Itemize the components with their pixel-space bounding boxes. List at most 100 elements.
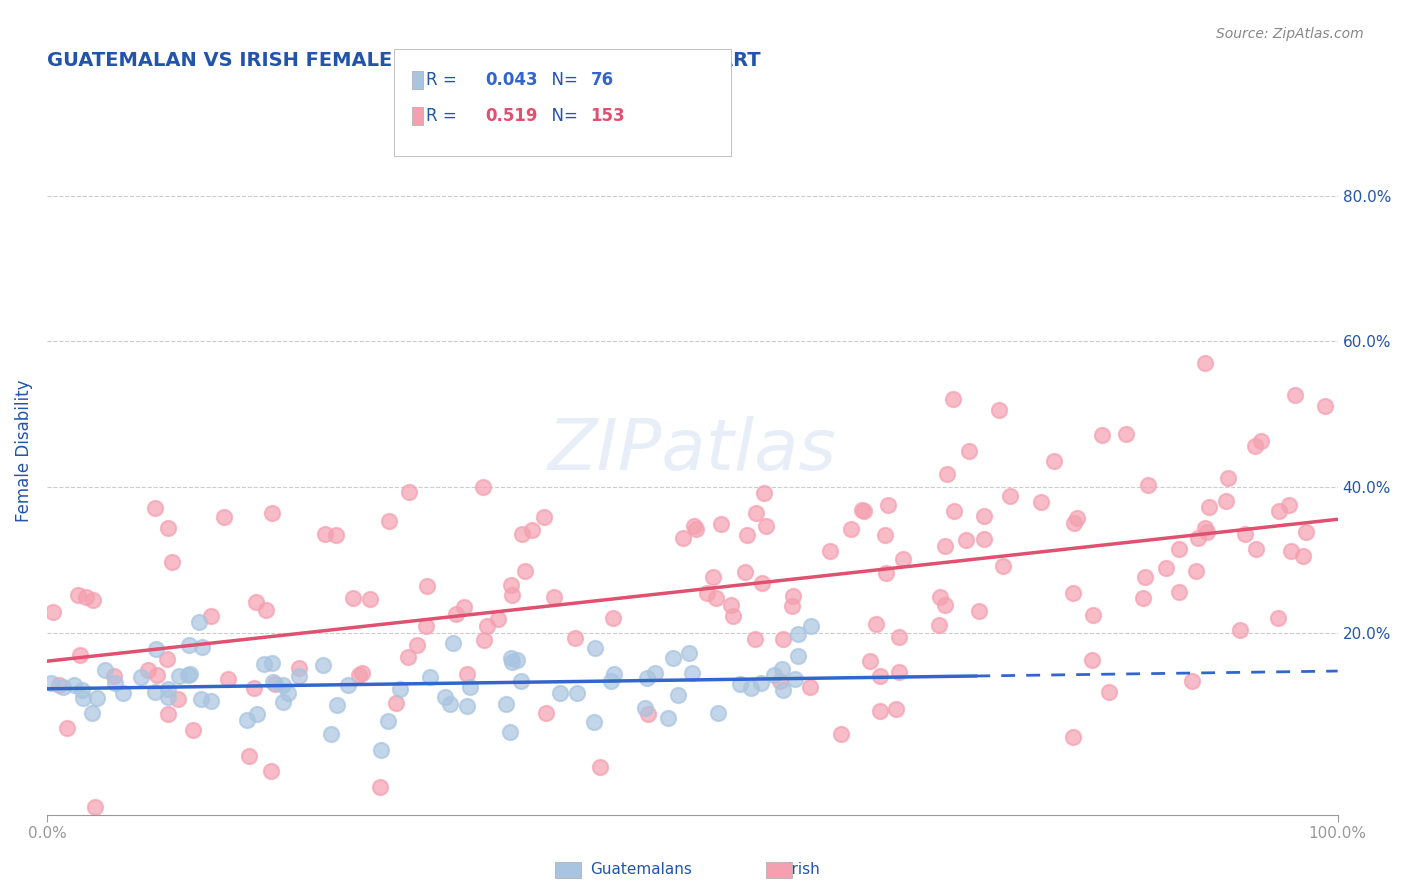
Point xyxy=(737,528,759,542)
Point xyxy=(72,690,94,705)
Point xyxy=(501,656,523,670)
Point xyxy=(499,578,522,592)
Point xyxy=(157,521,180,535)
Point xyxy=(1080,652,1102,666)
Point xyxy=(973,509,995,524)
Point xyxy=(1244,439,1267,453)
Point xyxy=(359,592,381,607)
Point xyxy=(1168,541,1191,556)
Point xyxy=(1234,526,1257,541)
Point xyxy=(288,661,311,675)
Point xyxy=(786,626,808,640)
Point xyxy=(1313,399,1336,413)
Point xyxy=(799,680,821,694)
Point xyxy=(734,565,756,579)
Point xyxy=(167,669,190,683)
Point xyxy=(1187,531,1209,545)
Point xyxy=(1216,470,1239,484)
Point xyxy=(350,666,373,681)
Point xyxy=(702,570,724,584)
Point xyxy=(818,543,841,558)
Point xyxy=(875,528,897,542)
Text: 76: 76 xyxy=(591,71,613,89)
Point xyxy=(39,675,62,690)
Point xyxy=(326,698,349,713)
Point xyxy=(1267,611,1289,625)
Point xyxy=(187,615,209,629)
Point xyxy=(1184,564,1206,578)
Point xyxy=(934,539,956,553)
Point xyxy=(259,764,281,778)
Point xyxy=(800,619,823,633)
Point xyxy=(853,504,876,518)
Y-axis label: Female Disability: Female Disability xyxy=(15,379,32,522)
Point xyxy=(472,480,495,494)
Point xyxy=(93,663,115,677)
Point xyxy=(510,527,533,541)
Point xyxy=(769,673,792,688)
Point xyxy=(143,685,166,699)
Point xyxy=(156,690,179,704)
Point xyxy=(1081,607,1104,622)
Text: N=: N= xyxy=(541,107,583,125)
Point xyxy=(988,403,1011,417)
Point xyxy=(441,636,464,650)
Point xyxy=(859,653,882,667)
Point xyxy=(662,650,685,665)
Point xyxy=(75,590,97,604)
Point xyxy=(887,665,910,680)
Point xyxy=(935,467,957,482)
Point xyxy=(271,695,294,709)
Point xyxy=(236,713,259,727)
Point xyxy=(475,619,498,633)
Point xyxy=(82,593,104,607)
Point xyxy=(891,552,914,566)
Point xyxy=(1029,495,1052,509)
Point xyxy=(1244,542,1267,557)
Point xyxy=(636,671,658,685)
Point xyxy=(499,651,522,665)
Point xyxy=(146,668,169,682)
Point xyxy=(246,706,269,721)
Point xyxy=(398,484,420,499)
Point xyxy=(865,616,887,631)
Point xyxy=(156,706,179,721)
Point xyxy=(254,603,277,617)
Point xyxy=(377,714,399,728)
Point xyxy=(312,657,335,672)
Point xyxy=(506,653,529,667)
Point xyxy=(1132,591,1154,606)
Point xyxy=(145,500,167,515)
Point xyxy=(548,686,571,700)
Point xyxy=(200,608,222,623)
Point xyxy=(405,638,427,652)
Point xyxy=(1000,489,1022,503)
Point xyxy=(634,700,657,714)
Point xyxy=(271,678,294,692)
Point xyxy=(277,686,299,700)
Point xyxy=(603,667,626,681)
Point xyxy=(681,665,703,680)
Point xyxy=(69,648,91,662)
Point xyxy=(583,641,606,656)
Point xyxy=(111,686,134,700)
Point xyxy=(763,668,786,682)
Point xyxy=(929,590,952,604)
Point xyxy=(706,706,728,720)
Point xyxy=(495,697,517,711)
Point xyxy=(42,605,65,619)
Text: R =: R = xyxy=(426,107,463,125)
Point xyxy=(710,517,733,532)
Point xyxy=(238,749,260,764)
Point xyxy=(264,677,287,691)
Point xyxy=(314,527,336,541)
Point xyxy=(884,702,907,716)
Point xyxy=(671,531,693,545)
Point xyxy=(288,669,311,683)
Point xyxy=(745,506,768,520)
Text: N=: N= xyxy=(541,71,583,89)
Point xyxy=(86,691,108,706)
Point xyxy=(851,503,873,517)
Point xyxy=(887,630,910,644)
Point xyxy=(696,586,718,600)
